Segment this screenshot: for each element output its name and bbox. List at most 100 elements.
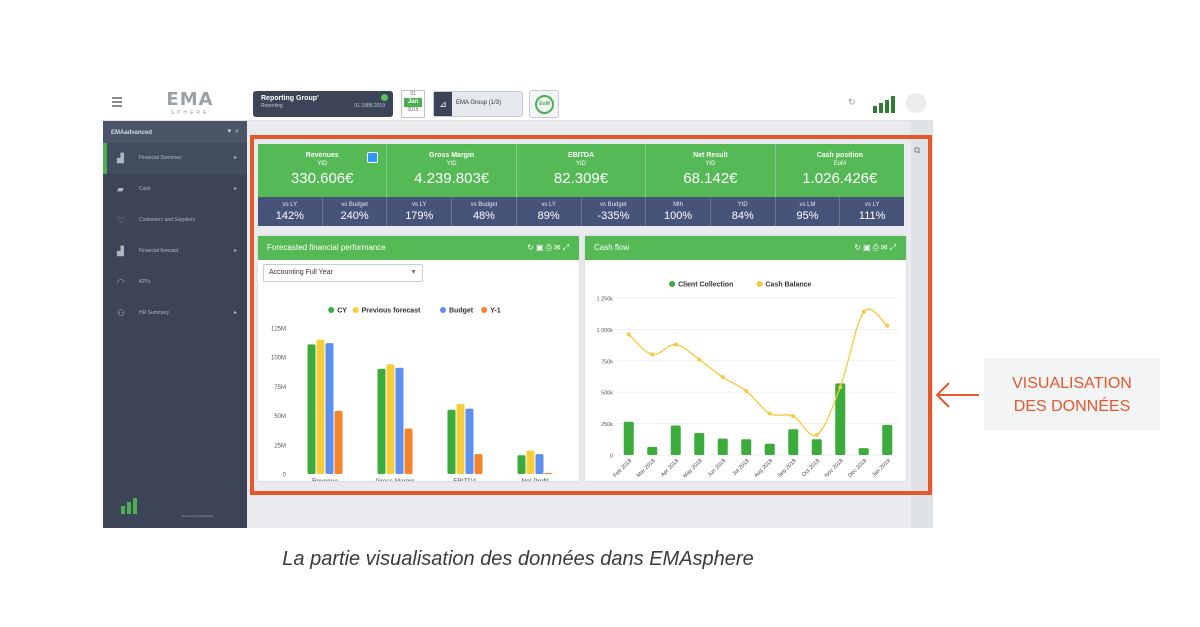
panel-title: Cash flow (594, 243, 630, 252)
cash-balance-point (861, 309, 866, 314)
chart-icon: ▟ (117, 246, 124, 256)
bar (395, 367, 404, 474)
calendar-month: Jan (404, 98, 422, 107)
kpi-value: 68.142€ (683, 170, 738, 187)
cash-balance-point (767, 411, 772, 416)
bar (447, 409, 456, 474)
sidebar-header-label: EMAadvanced (111, 130, 153, 136)
refresh-icon[interactable]: ↻ (848, 97, 856, 107)
period-select[interactable]: Accounting Full Year ▼ (263, 264, 423, 282)
legend-label: CY (337, 308, 347, 315)
sidebar-item-hr-summary[interactable]: ⚇ HR Summary ▸ (103, 298, 247, 329)
cash-balance-point (720, 375, 725, 380)
group-icon: ⊿ (434, 92, 452, 116)
comparison-value: 240% (340, 210, 369, 222)
sidebar-item-label: Financial Summary (139, 155, 182, 161)
annotation-text: VISUALISATION DES DONNÉES (984, 372, 1160, 418)
kpi-gross-margin[interactable]: Gross Margin YtD 4.239.803€ (387, 144, 517, 197)
group-selector[interactable]: ⊿ EMA Group (1/3) (433, 91, 523, 117)
sidebar-item-label: KPI's (139, 279, 151, 285)
bar (377, 368, 386, 474)
annotation-box: VISUALISATION DES DONNÉES (984, 358, 1160, 430)
legend-label: Cash Balance (766, 282, 812, 289)
comparison-label: vs Budget (470, 202, 498, 208)
chevron-right-icon: ▸ (233, 310, 237, 316)
eom-toggle[interactable]: EoM (529, 90, 559, 118)
chevron-right-icon: ▸ (233, 248, 237, 254)
app-screenshot: EMA SPHERE Reporting Group' Reporting 01.… (103, 87, 933, 528)
y-tick-label: 750k (601, 359, 613, 365)
kpi-cash-position[interactable]: Cash position EoM 1.026.426€ (776, 144, 904, 197)
select-value: Accounting Full Year (269, 269, 333, 276)
sidebar-header-icons[interactable]: ▾ ⌕ (227, 128, 239, 135)
comparison-label: vs LM (799, 202, 816, 208)
figure-caption: La partie visualisation des données dans… (282, 548, 754, 570)
cash-bar (741, 439, 752, 455)
kpi-ebitda[interactable]: EBITDA YtD 82.309€ (517, 144, 647, 197)
x-tick-label: EBITDA (453, 478, 477, 481)
growth-chart-icon[interactable] (873, 95, 895, 113)
comparison-value: 84% (731, 210, 754, 222)
bar (517, 455, 526, 474)
legend-marker (481, 307, 488, 313)
cash-bar (623, 421, 634, 455)
eom-badge: EoM (535, 95, 554, 114)
sidebar-header[interactable]: EMAadvanced ▾ ⌕ (103, 121, 247, 143)
y-tick-label: 500k (601, 391, 613, 397)
comparison-label: Mth (673, 202, 684, 208)
cash-bar (647, 446, 658, 455)
cash-balance-point (744, 388, 749, 393)
bar (316, 339, 325, 474)
sidebar-item-cash[interactable]: ▰ Cash ▸ (103, 174, 247, 205)
legend-label: Budget (449, 308, 474, 315)
sidebar-item-customers-suppliers[interactable]: ♡ Customers and Suppliers (103, 205, 247, 236)
comparison-label: vs Budget (600, 202, 627, 208)
x-tick-label: Revenue (312, 478, 338, 481)
panel-toolbar[interactable]: ↻▣⎙✉⤢ (527, 243, 571, 252)
kpi-period: YtD (446, 161, 457, 167)
menu-icon[interactable] (112, 97, 122, 107)
user-avatar[interactable] (906, 93, 926, 113)
kpi-net-result[interactable]: Net Result YtD 68.142€ (646, 144, 776, 197)
comparison-cell: vs LY 111% (840, 197, 904, 226)
cashflow-panel-header: Cash flow ↻▣⎙✉⤢ (585, 236, 906, 260)
y-tick-label: 0 (283, 473, 287, 479)
chevron-right-icon: ▸ (233, 186, 237, 192)
kpi-value: 330.606€ (290, 170, 354, 187)
cash-bar (811, 439, 822, 455)
reporting-group-selector[interactable]: Reporting Group' Reporting 01.1888.2019 (253, 91, 393, 117)
kpi-title: Cash position (816, 152, 863, 159)
kpi-value: 4.239.803€ (414, 170, 490, 187)
kpi-band: Revenues YtD 330.606€ Gross Margin YtD 4… (258, 144, 904, 226)
forecast-bar-chart: CY Previous forecast Budget Y-1 0 25M 50M 75M 10… (271, 307, 553, 481)
cashflow-panel: Cash flow ↻▣⎙✉⤢ Client Collection Cash Ba… (585, 236, 906, 481)
y-tick-label: 75M (274, 385, 286, 391)
cash-bar (694, 433, 705, 455)
chevron-right-icon: ▸ (233, 155, 237, 161)
comparison-cell: Mth 100% (646, 197, 711, 226)
sidebar-item-financial-forecast[interactable]: ▟ Financial forecast ▸ (103, 236, 247, 267)
comparison-row: vs LY 142% vs Budget 240% vs LY 179% vs Bud… (258, 197, 904, 226)
legend-marker (328, 307, 335, 313)
kpi-toggle-checkbox[interactable] (367, 152, 379, 163)
reporting-group-sub: Reporting 01.1888.2019 (261, 103, 385, 109)
y-tick-label: 100M (271, 356, 286, 362)
logo-main-text: EMA (166, 89, 214, 110)
chart-settings-icon[interactable]: ⧉ (914, 145, 921, 155)
cash-balance-point (814, 432, 819, 437)
y-tick-label: 250k (601, 422, 613, 428)
app-logo[interactable]: EMA SPHERE (160, 89, 220, 117)
comparison-value: 100% (664, 210, 693, 222)
period-calendar-button[interactable]: 31 Jan 2019 (401, 90, 425, 118)
bar (535, 454, 544, 474)
bar (325, 343, 334, 474)
sidebar-item-kpis[interactable]: ◠ KPI's (103, 267, 247, 298)
bar (456, 403, 465, 474)
right-panel-strip (911, 121, 933, 528)
comparison-label: YtD (737, 202, 748, 208)
kpi-revenues[interactable]: Revenues YtD 330.606€ (258, 144, 388, 197)
panel-toolbar[interactable]: ↻▣⎙✉⤢ (854, 243, 898, 252)
chart-icon: ▟ (117, 153, 124, 163)
sidebar-item-label: Customers and Suppliers (139, 217, 196, 223)
sidebar-item-financial-summary[interactable]: ▟ Financial Summary ▸ (103, 143, 247, 174)
